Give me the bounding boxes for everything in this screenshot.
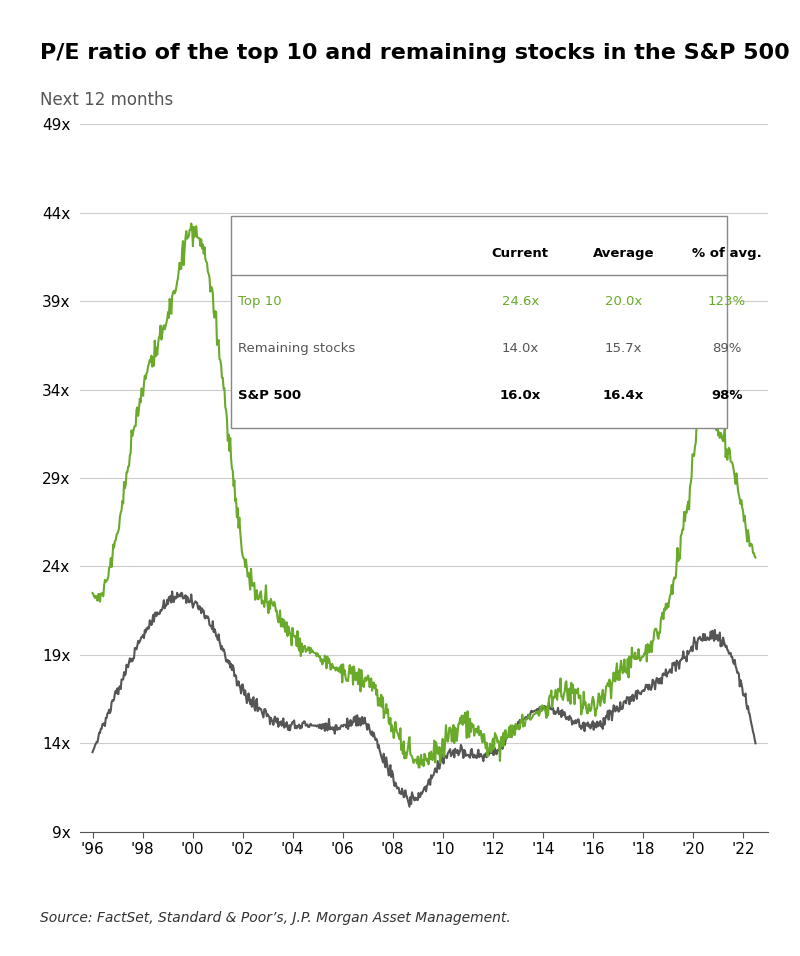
Text: 123%: 123%	[708, 294, 746, 308]
Text: Next 12 months: Next 12 months	[40, 91, 174, 109]
FancyBboxPatch shape	[231, 216, 726, 428]
Text: % of avg.: % of avg.	[692, 248, 762, 260]
Text: Average: Average	[593, 248, 654, 260]
Text: P/E ratio of the top 10 and remaining stocks in the S&P 500: P/E ratio of the top 10 and remaining st…	[40, 43, 790, 63]
Text: S&P 500: S&P 500	[238, 389, 302, 402]
Text: Top 10: Top 10	[238, 294, 282, 308]
Text: 89%: 89%	[712, 342, 742, 355]
Text: 20.0x: 20.0x	[605, 294, 642, 308]
Text: Remaining stocks: Remaining stocks	[238, 342, 355, 355]
Text: 24.6x: 24.6x	[502, 294, 539, 308]
Text: 16.0x: 16.0x	[500, 389, 541, 402]
Text: 15.7x: 15.7x	[605, 342, 642, 355]
Text: 98%: 98%	[711, 389, 742, 402]
Text: 16.4x: 16.4x	[603, 389, 644, 402]
Text: 14.0x: 14.0x	[502, 342, 539, 355]
Text: Current: Current	[492, 248, 549, 260]
Text: Source: FactSet, Standard & Poor’s, J.P. Morgan Asset Management.: Source: FactSet, Standard & Poor’s, J.P.…	[40, 911, 510, 924]
